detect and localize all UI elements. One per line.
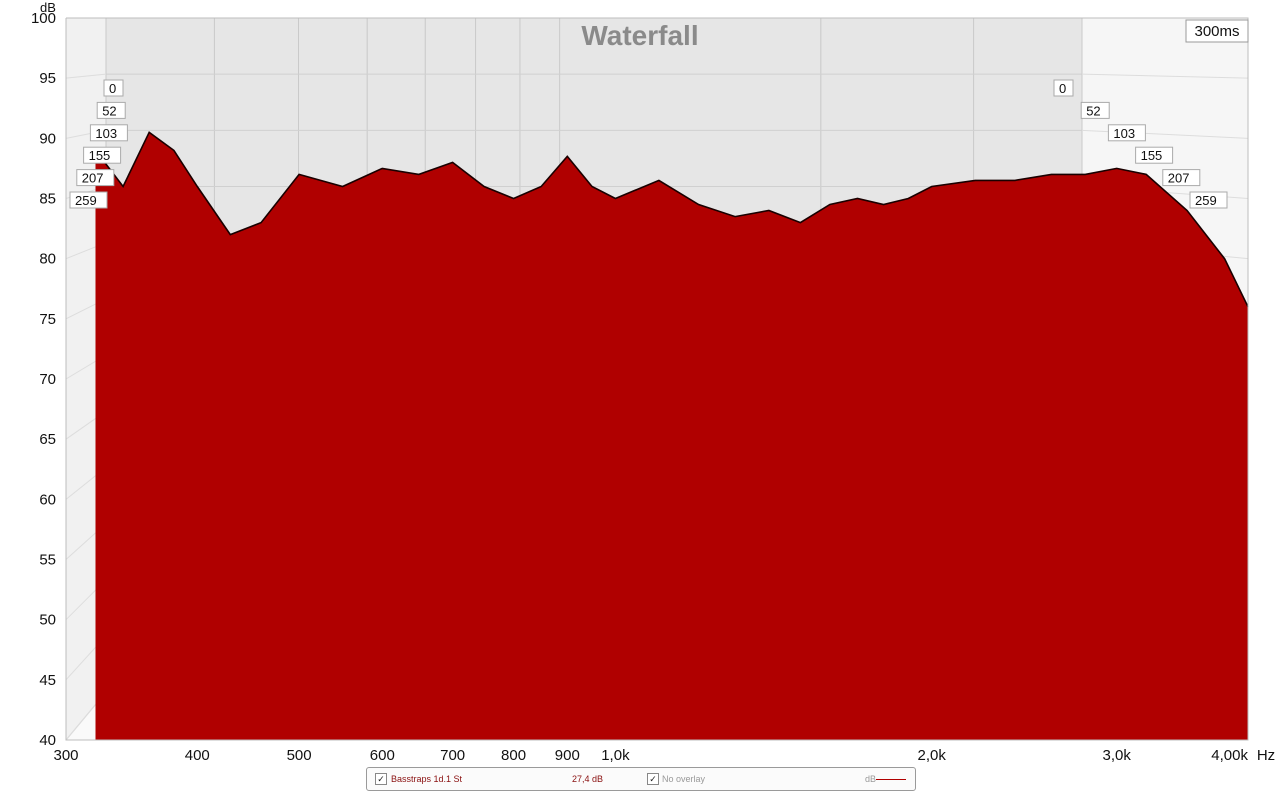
series-name[interactable]: Basstraps 1d.1 St [391, 774, 463, 784]
y-tick-label: 40 [39, 732, 56, 749]
slice-label-box [89, 124, 128, 142]
chart-title: Waterfall [581, 20, 698, 51]
slice-label-box [1107, 124, 1146, 142]
x-axis-unit: Hz [1257, 747, 1275, 764]
x-tick-label: 3,0k [1103, 747, 1132, 764]
slice-label: 0 [109, 81, 116, 96]
y-tick-label: 100 [31, 10, 56, 27]
slice-label-box [1053, 79, 1074, 97]
time-span-box [1185, 19, 1249, 43]
x-tick-label: 2,0k [918, 747, 947, 764]
waterfall-slices [94, 131, 1249, 741]
y-tick-label: 85 [39, 191, 56, 208]
slice-label: 155 [1141, 148, 1163, 163]
slice-label: 207 [82, 171, 104, 186]
x-tick-label: 400 [185, 747, 210, 764]
slice-label: 103 [1113, 126, 1135, 141]
x-tick-label: 1,0k [601, 747, 630, 764]
frame-left [65, 17, 1249, 741]
slice-label-box [1080, 101, 1110, 119]
slice-label-box [103, 79, 124, 97]
slice-label: 52 [1086, 103, 1100, 118]
slice-label: 207 [1168, 171, 1190, 186]
chart-frame [65, 17, 1249, 741]
x-tick-label: 800 [501, 747, 526, 764]
slice-label-box [69, 191, 108, 209]
side-grid-left [65, 73, 107, 79]
y-tick-label: 70 [39, 371, 56, 388]
y-tick-label: 55 [39, 552, 56, 569]
slice-label-box [83, 146, 122, 164]
x-tick-label: 600 [370, 747, 395, 764]
slice-fill [95, 132, 1248, 741]
slice-label: 52 [102, 103, 116, 118]
slice-label-box [96, 101, 126, 119]
slice-label-box [1189, 191, 1228, 209]
y-tick-label: 65 [39, 431, 56, 448]
y-axis-unit: dB [40, 0, 56, 15]
series-value: 27,4 dB [572, 774, 604, 784]
slice-label: 259 [1195, 193, 1217, 208]
slice-line [94, 131, 1249, 308]
slice-label: 103 [95, 126, 117, 141]
series-checkbox[interactable]: ✓ [375, 773, 387, 785]
slice-label: 155 [89, 148, 111, 163]
x-tick-label: 900 [555, 747, 580, 764]
y-tick-label: 95 [39, 70, 56, 87]
legend-bar: ✓ Basstraps 1d.1 St 27,4 dB ✓ No overlay… [366, 767, 916, 791]
slice-label-box [1162, 169, 1201, 187]
x-tick-label: 500 [287, 747, 312, 764]
slice-label-box [76, 169, 115, 187]
y-tick-label: 45 [39, 672, 56, 689]
overlay-checkbox[interactable]: ✓ [647, 773, 659, 785]
slice-label: 259 [75, 193, 97, 208]
time-span-label: 300ms [1194, 23, 1239, 40]
x-tick-label: 700 [440, 747, 465, 764]
y-tick-label: 60 [39, 491, 56, 508]
y-tick-label: 75 [39, 311, 56, 328]
side-grid-right [1081, 73, 1249, 79]
y-tick-label: 80 [39, 251, 56, 268]
x-tick-label: 300 [53, 747, 78, 764]
slice-label: 0 [1059, 81, 1066, 96]
y-tick-label: 90 [39, 130, 56, 147]
slice-label-box [1135, 146, 1174, 164]
x-tick-label: 4,00k [1211, 747, 1248, 764]
y-tick-label: 50 [39, 612, 56, 629]
series-swatch [876, 779, 906, 780]
overlay-label[interactable]: No overlay [662, 774, 706, 784]
legend-unit: dB [865, 774, 877, 784]
